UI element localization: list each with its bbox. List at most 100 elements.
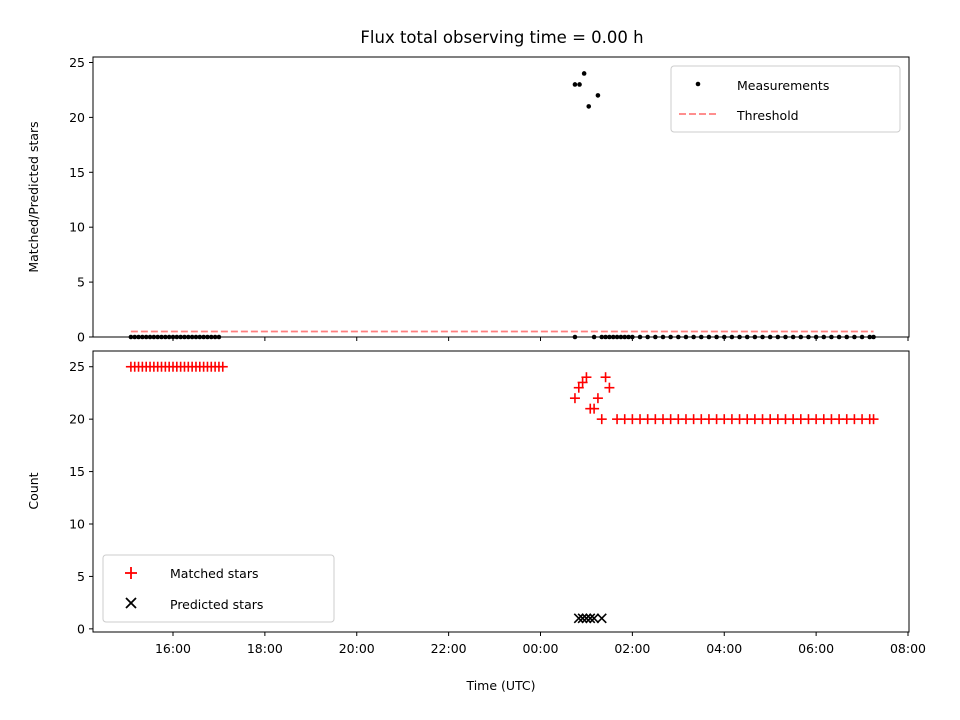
measurement-point — [147, 334, 153, 340]
measurement-point — [706, 334, 712, 340]
measurement-point — [729, 334, 735, 340]
measurement-point — [660, 334, 666, 340]
top-panel: 0 5 10 15 20 25 Matched/Predicted stars Measu… — [26, 55, 910, 345]
matched-star-point — [577, 377, 588, 388]
measurement-point — [603, 334, 608, 340]
measurement-point — [813, 334, 819, 340]
legend-matched-label: Matched stars — [170, 566, 258, 581]
measurement-point — [186, 334, 191, 340]
matched-star-point — [592, 393, 603, 404]
predicted-star-point — [589, 613, 600, 624]
predicted-star-point — [581, 613, 592, 624]
top-legend: Measurements Threshold — [670, 65, 901, 133]
measurement-point — [668, 334, 673, 340]
measurement-point — [871, 334, 876, 340]
bottom-y-ticks: 0 5 10 15 20 25 — [69, 359, 93, 636]
y-tick-label: 15 — [69, 165, 85, 180]
measurement-point — [143, 334, 149, 340]
legend-predicted-marker — [125, 597, 137, 609]
measurement-point — [714, 334, 719, 340]
bottom-x-ticks: 16:00 18:00 20:00 22:00 00:00 02:00 04:00 06:00… — [155, 632, 926, 656]
x-tick-label: 04:00 — [706, 641, 742, 656]
bottom-legend: Matched stars Predicted stars — [102, 554, 335, 623]
measurement-point — [653, 334, 658, 340]
matched-star-point — [604, 382, 615, 393]
y-tick-label: 15 — [69, 464, 85, 479]
measurement-point — [159, 334, 164, 340]
top-x-ticks — [172, 337, 909, 341]
measurement-point — [737, 334, 742, 340]
top-axes-frame — [92, 56, 910, 338]
chart-title: Flux total observing time = 0.00 h — [360, 28, 643, 47]
measurement-point — [577, 82, 582, 87]
y-tick-label: 0 — [77, 621, 85, 636]
matched-star-point — [573, 382, 584, 393]
measurement-point — [645, 334, 650, 340]
measurement-point — [208, 334, 214, 340]
bottom-panel: 0 5 10 15 20 25 16:00 18:00 20:00 22:00 00:00 02:0… — [26, 350, 926, 693]
x-tick-label: 22:00 — [431, 641, 467, 656]
measurement-point — [698, 334, 704, 340]
top-y-axis-label: Matched/Predicted stars — [26, 121, 41, 272]
measurement-point — [581, 71, 587, 76]
matched-star-point — [217, 361, 228, 372]
measurement-point — [760, 334, 765, 340]
measurement-point — [586, 104, 592, 109]
measurement-point — [798, 334, 804, 340]
measurement-point — [806, 334, 811, 340]
measurement-point — [216, 334, 222, 340]
measurement-point — [637, 334, 643, 340]
x-axis-label: Time (UTC) — [465, 678, 535, 693]
measurement-point — [618, 334, 624, 340]
measurement-point — [767, 334, 773, 340]
measurement-point — [691, 334, 696, 340]
measurement-point — [867, 334, 873, 340]
measurement-point — [128, 334, 134, 340]
matched-star-point — [569, 393, 580, 404]
measurement-point — [201, 334, 206, 340]
measurement-point — [155, 334, 160, 340]
legend-measurements-marker — [695, 81, 701, 87]
y-tick-label: 20 — [69, 412, 85, 427]
x-tick-label: 16:00 — [155, 641, 191, 656]
bottom-y-axis-label: Count — [26, 472, 41, 509]
measurement-point — [136, 334, 141, 340]
x-tick-label: 08:00 — [890, 641, 926, 656]
measurement-point — [626, 334, 631, 340]
predicted-star-point — [585, 613, 596, 624]
y-tick-label: 10 — [69, 220, 85, 235]
x-tick-label: 06:00 — [798, 641, 834, 656]
measurement-point — [197, 334, 203, 340]
measurement-point — [140, 334, 145, 340]
measurement-point — [599, 334, 605, 340]
measurement-point — [174, 334, 180, 340]
bottom-plot-area — [125, 361, 879, 624]
measurement-point — [775, 334, 781, 340]
measurement-point — [852, 334, 857, 340]
y-tick-label: 5 — [77, 275, 85, 290]
measurement-point — [676, 334, 681, 340]
legend-predicted-label: Predicted stars — [170, 597, 263, 612]
bottom-legend-box — [102, 554, 335, 623]
legend-matched-marker — [125, 567, 137, 579]
top-legend-box — [670, 65, 901, 133]
measurement-point — [572, 82, 578, 87]
measurement-point — [132, 334, 138, 340]
matched-star-point — [596, 414, 607, 425]
measurement-point — [683, 334, 689, 340]
x-tick-label: 00:00 — [522, 641, 558, 656]
measurement-point — [829, 334, 834, 340]
y-tick-label: 25 — [69, 55, 85, 70]
measurement-point — [859, 334, 865, 340]
y-tick-label: 25 — [69, 359, 85, 374]
predicted-star-point — [577, 613, 588, 624]
measurement-point — [844, 334, 850, 340]
measurement-point — [744, 334, 750, 340]
predicted-star-point — [596, 613, 607, 624]
measurement-point — [212, 334, 218, 340]
measurement-point — [836, 334, 842, 340]
measurement-point — [610, 334, 616, 340]
measurement-point — [821, 334, 827, 340]
matched-star-point — [868, 414, 879, 425]
